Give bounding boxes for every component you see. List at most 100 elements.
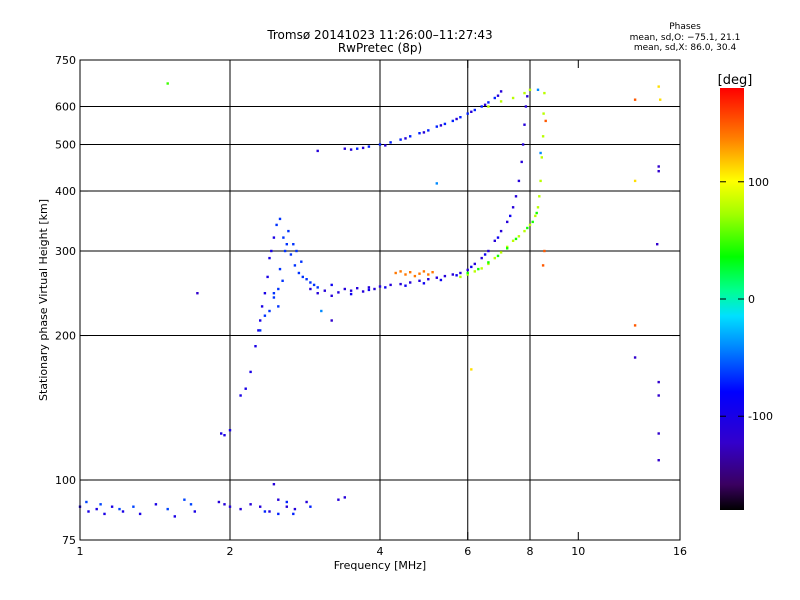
data-point [439, 124, 443, 127]
phases-o-stats: mean, sd,O: −75.1, 21.1 [629, 33, 741, 43]
data-point [349, 148, 353, 151]
data-point [459, 271, 462, 275]
data-point [378, 285, 382, 288]
data-point [483, 103, 487, 106]
data-point [384, 286, 387, 289]
data-point [166, 507, 169, 511]
data-point [239, 507, 242, 511]
data-point [223, 434, 226, 437]
data-point [300, 260, 303, 263]
data-point [439, 278, 443, 282]
data-point [309, 281, 312, 284]
data-point [270, 249, 273, 253]
y-tick-label: 75 [62, 534, 76, 547]
data-point [509, 214, 512, 218]
data-point [378, 143, 382, 146]
x-tick-label: 1 [77, 545, 84, 558]
colorbar-tick-label: 0 [748, 293, 755, 306]
data-point [523, 91, 526, 95]
data-point [413, 274, 417, 278]
y-tick-label: 750 [55, 54, 76, 67]
y-tick-label: 300 [55, 245, 76, 258]
data-point [254, 345, 257, 348]
data-point [511, 239, 515, 242]
data-point [99, 503, 102, 506]
data-point [536, 88, 540, 91]
data-point [435, 125, 438, 128]
data-point [657, 170, 660, 173]
data-point [289, 253, 293, 256]
data-point [473, 270, 476, 273]
data-point [361, 290, 365, 293]
data-point [132, 505, 135, 508]
data-point [536, 206, 540, 209]
data-point [633, 324, 637, 327]
data-point [659, 98, 662, 101]
data-point [295, 249, 298, 253]
data-point [349, 289, 353, 292]
data-point [470, 368, 473, 371]
data-point [196, 292, 199, 295]
x-tick-label: 10 [571, 545, 585, 558]
data-point [487, 101, 490, 104]
data-point [477, 267, 480, 271]
data-point [337, 498, 340, 501]
data-point [281, 279, 284, 282]
data-point [496, 236, 500, 239]
data-point [499, 251, 503, 254]
data-point [480, 267, 483, 270]
data-point [272, 292, 276, 295]
data-point [316, 292, 319, 295]
data-point [189, 503, 193, 506]
data-point [427, 273, 430, 276]
data-point [480, 256, 483, 260]
x-tick-label: 2 [227, 545, 234, 558]
data-point [531, 220, 534, 224]
data-point [528, 88, 532, 91]
data-point [301, 275, 304, 279]
data-point [193, 510, 196, 513]
data-point [633, 98, 637, 101]
data-point [544, 119, 547, 123]
data-point [356, 147, 359, 150]
data-point [320, 309, 323, 313]
data-point [373, 287, 376, 291]
data-point [435, 182, 438, 185]
data-point [473, 108, 476, 112]
data-point [297, 271, 301, 275]
data-point [517, 235, 521, 238]
data-point [287, 229, 290, 233]
data-point [330, 294, 333, 297]
data-point [95, 507, 98, 511]
data-point [470, 110, 473, 113]
data-point [404, 273, 407, 276]
y-tick-label: 500 [55, 139, 76, 152]
data-point [493, 96, 496, 100]
data-point [431, 271, 434, 274]
data-point [418, 279, 421, 282]
data-point [541, 135, 545, 138]
x-tick-label: 4 [377, 545, 384, 558]
data-point [367, 145, 371, 148]
data-point [470, 265, 473, 269]
data-point [292, 243, 295, 246]
y-tick-label: 400 [55, 185, 76, 198]
data-point [466, 271, 469, 275]
data-point [138, 512, 142, 516]
data-point [443, 122, 447, 126]
data-point [257, 329, 260, 332]
data-point [451, 119, 454, 123]
data-point [277, 305, 280, 308]
data-point [343, 287, 346, 291]
data-point [259, 319, 262, 322]
data-point [523, 123, 526, 126]
data-point [521, 143, 525, 146]
data-point [514, 237, 518, 241]
data-point [480, 105, 483, 108]
data-point [293, 264, 297, 267]
data-point [657, 380, 660, 384]
data-point [263, 314, 267, 317]
colorbar-tick-label: -100 [748, 410, 773, 423]
data-point [473, 262, 476, 266]
data-point [418, 132, 421, 135]
